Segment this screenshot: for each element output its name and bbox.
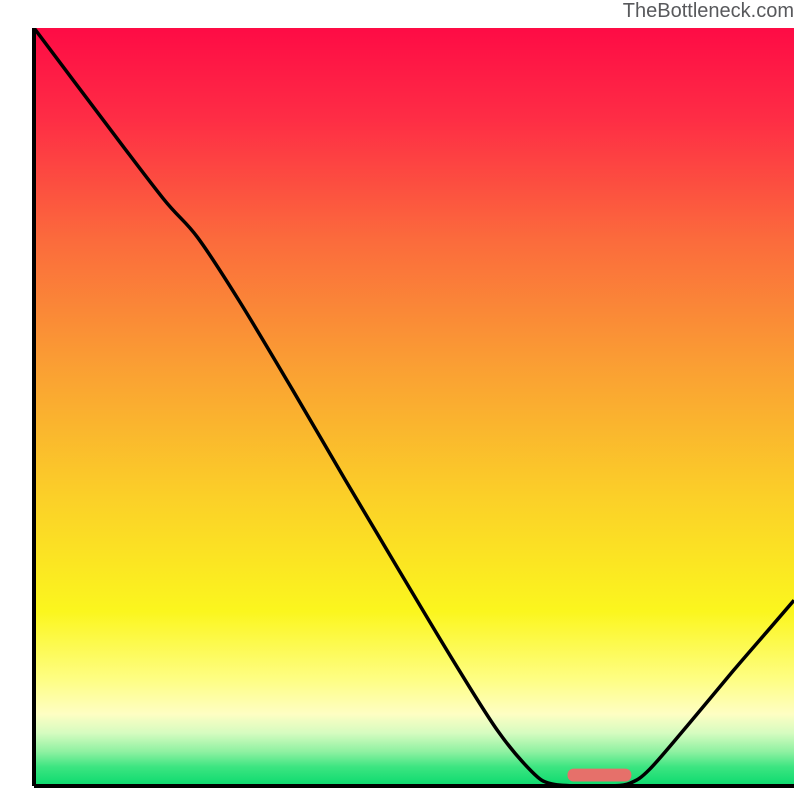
- watermark: TheBottleneck.com: [623, 0, 794, 23]
- bottleneck-chart: [0, 0, 800, 800]
- sweet-spot-marker: [568, 769, 632, 782]
- chart-background: [34, 28, 794, 786]
